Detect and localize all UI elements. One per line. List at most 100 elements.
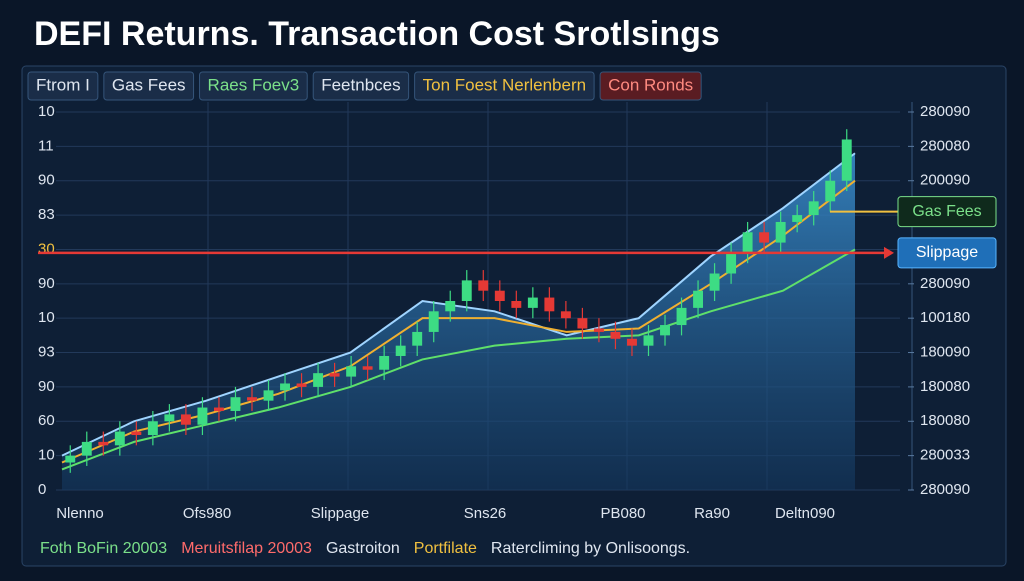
candle-body [577,318,588,329]
y2-tick-label: 280033 [920,447,970,464]
candle-body [379,355,390,370]
x-tick-label: Deltn090 [775,505,835,522]
candle-body [792,215,803,222]
candle-body [643,335,654,346]
y2-tick-label: 280090 [920,275,970,292]
candle-body [329,373,340,377]
y2-tick-label: 200090 [920,172,970,189]
area [62,153,855,490]
x-tick-label: Ra90 [694,505,730,522]
annotation-label: Slippage [916,244,978,261]
footer-legend: Gastroiton [326,540,400,557]
legend-tab-label: Gas Fees [112,75,186,94]
y-tick-label: 90 [38,275,55,292]
candle-body [131,431,142,436]
candle-body [759,232,770,243]
y2-tick-label: 180080 [920,378,970,395]
y-tick-label: 30 [38,240,55,257]
candle-body [841,139,852,181]
candle-body [494,290,505,301]
legend-tab: Gas Fees [103,71,195,101]
x-tick-label: Slippage [311,505,369,522]
candle-body [313,373,324,387]
y2-tick-label: 180080 [920,412,970,429]
x-tick-label: Ofs980 [183,505,231,522]
y-tick-label: 10 [38,103,55,120]
candle-body [660,325,670,336]
candle-body [263,390,274,401]
legend-tab-label: Ton Foest Nerlenbern [423,75,586,94]
candle-body [280,383,290,391]
candle-body [610,331,621,339]
y-tick-label: 10 [38,447,55,464]
annotation-label: Gas Fees [912,203,981,220]
y-tick-label: 10 [38,309,55,326]
legend-tab-box [199,71,308,101]
y-tick-label: 0 [38,481,46,498]
candle-body [65,455,76,463]
legend-tab-label: Raes Foev3 [208,75,300,94]
x-tick-label: Nlenno [56,505,104,522]
y2-tick-label: 280090 [920,103,970,120]
candle-body [676,307,687,326]
annotation-box [897,237,997,269]
y-tick-label: 93 [38,344,55,361]
candle-body [362,366,373,370]
legend-tab-label: Ftrom I [36,75,90,94]
legend-tab-label: Feetnbces [321,75,400,94]
candle-body [98,441,109,446]
candle-body [114,431,125,446]
candle-body [445,301,456,312]
candle-body [478,280,489,291]
legend-tab-box [599,71,702,101]
candle-body [213,407,224,411]
candle-body [527,297,538,308]
candle-body [742,232,753,253]
candle-body [693,290,704,308]
candle-body [726,252,737,274]
candle-body [296,383,307,387]
candle-body [346,366,357,377]
y2-tick-label: 100180 [920,309,970,326]
series-line [61,152,856,457]
candle-body [544,297,555,312]
legend-tab: Con Ronds [599,71,702,101]
candle-body [197,407,208,425]
candle-body [230,397,241,411]
candle-body [709,273,720,291]
y2-tick-label: 280080 [920,137,970,154]
legend-tab: Ton Foest Nerlenbern [414,71,595,101]
candle-body [428,311,439,332]
candle-body [593,328,604,332]
chart-title: DEFI Returns. Transaction Cost Srotlsing… [34,15,720,53]
series-line [61,248,856,471]
legend-tab-box [103,71,195,101]
y-tick-label: 60 [38,412,55,429]
legend-tab: Raes Foev3 [199,71,308,101]
legend-tab: Ftrom I [27,71,99,101]
candle-body [147,421,158,436]
panel [21,65,1007,567]
candle-body [180,414,191,425]
x-tick-label: Sns26 [464,505,507,522]
legend-tab-box [414,71,595,101]
candle-body [511,301,522,308]
footer-legend: Ratercliming by Onlisoongs. [491,540,690,557]
legend-tab-box [312,71,410,101]
series-line [61,179,856,464]
candle-body [775,221,786,243]
legend-tab-box [27,71,99,101]
candle-body [627,338,637,346]
candle-body [461,280,472,301]
y-tick-label: 83 [38,206,55,223]
candle-body [81,441,92,456]
y2-tick-label: 180090 [920,344,970,361]
candle-body [560,311,571,319]
y-tick-label: 90 [38,378,55,395]
footer-legend: Foth BoFin 20003 [40,540,167,557]
candle-body [412,331,423,346]
y-tick-label: 90 [38,172,55,189]
footer-legend: Meruitsfilap 20003 [181,540,312,557]
legend-tab-label: Con Ronds [608,75,693,94]
